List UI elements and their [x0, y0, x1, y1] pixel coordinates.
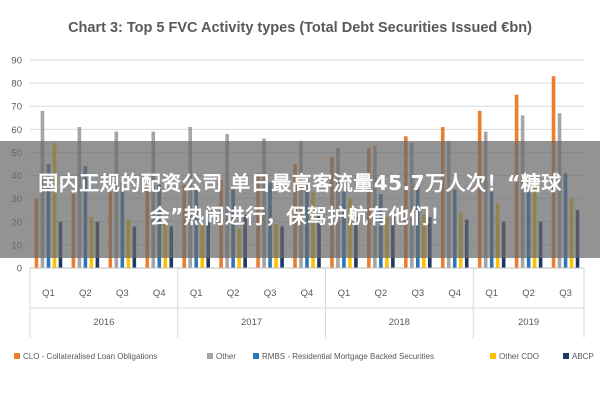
x-tick-label: Q3 — [411, 288, 424, 299]
legend-item: CLO - Collateralised Loan Obligations — [14, 352, 157, 361]
legend-item: Other CDO — [490, 352, 539, 361]
x-group-label: 2019 — [518, 317, 539, 328]
y-tick-label: 70 — [11, 102, 22, 113]
x-tick-label: Q1 — [190, 288, 203, 299]
x-tick-label: Q2 — [522, 288, 535, 299]
x-tick-label: Q3 — [559, 288, 572, 299]
legend-swatch — [490, 353, 496, 359]
legend-item: ABCP — [563, 352, 594, 361]
chart-title: Chart 3: Top 5 FVC Activity types (Total… — [68, 20, 532, 36]
x-tick-label: Q1 — [338, 288, 351, 299]
x-tick-label: Q1 — [42, 288, 55, 299]
x-tick-label: Q2 — [79, 288, 92, 299]
x-group-label: 2017 — [241, 317, 262, 328]
x-tick-label: Q4 — [153, 288, 166, 299]
x-group-label: 2018 — [389, 317, 410, 328]
legend: CLO - Collateralised Loan Obligations Oth… — [14, 352, 594, 361]
x-group-label: 2016 — [93, 317, 114, 328]
banner-text[interactable]: 国内正规的配资公司 单日最高客流量45.7万人次！“糖球会”热闹进行，保驾护航有… — [38, 170, 562, 228]
x-tick-label: Q3 — [116, 288, 129, 299]
legend-swatch — [253, 353, 259, 359]
y-tick-label: 90 — [11, 56, 22, 67]
y-tick-label: 80 — [11, 79, 22, 90]
x-tick-label: Q4 — [301, 288, 314, 299]
legend-swatch — [207, 353, 213, 359]
x-tick-label: Q2 — [375, 288, 388, 299]
legend-label: ABCP — [572, 352, 594, 361]
legend-label: RMBS - Residential Mortgage Backed Secur… — [262, 352, 434, 361]
y-tick-label: 0 — [17, 264, 22, 275]
legend-swatch — [563, 353, 569, 359]
x-tick-label: Q4 — [448, 288, 461, 299]
overlay-banner[interactable]: 国内正规的配资公司 单日最高客流量45.7万人次！“糖球会”热闹进行，保驾护航有… — [0, 141, 600, 258]
legend-item: Other — [207, 352, 236, 361]
x-tick-label: Q1 — [485, 288, 498, 299]
legend-label: CLO - Collateralised Loan Obligations — [23, 352, 157, 361]
x-axis: Q1 Q2 Q3 Q4 Q1 Q2 Q3 Q4 Q1 Q2 Q3 Q4 Q1 Q2 Q3 2016 2017 20… — [29, 267, 585, 338]
y-tick-label: 60 — [11, 125, 22, 136]
legend-label: Other CDO — [499, 352, 539, 361]
legend-swatch — [14, 353, 20, 359]
x-tick-label: Q2 — [227, 288, 240, 299]
x-tick-label: Q3 — [264, 288, 277, 299]
legend-item: RMBS - Residential Mortgage Backed Secur… — [253, 352, 434, 361]
legend-label: Other — [216, 352, 236, 361]
